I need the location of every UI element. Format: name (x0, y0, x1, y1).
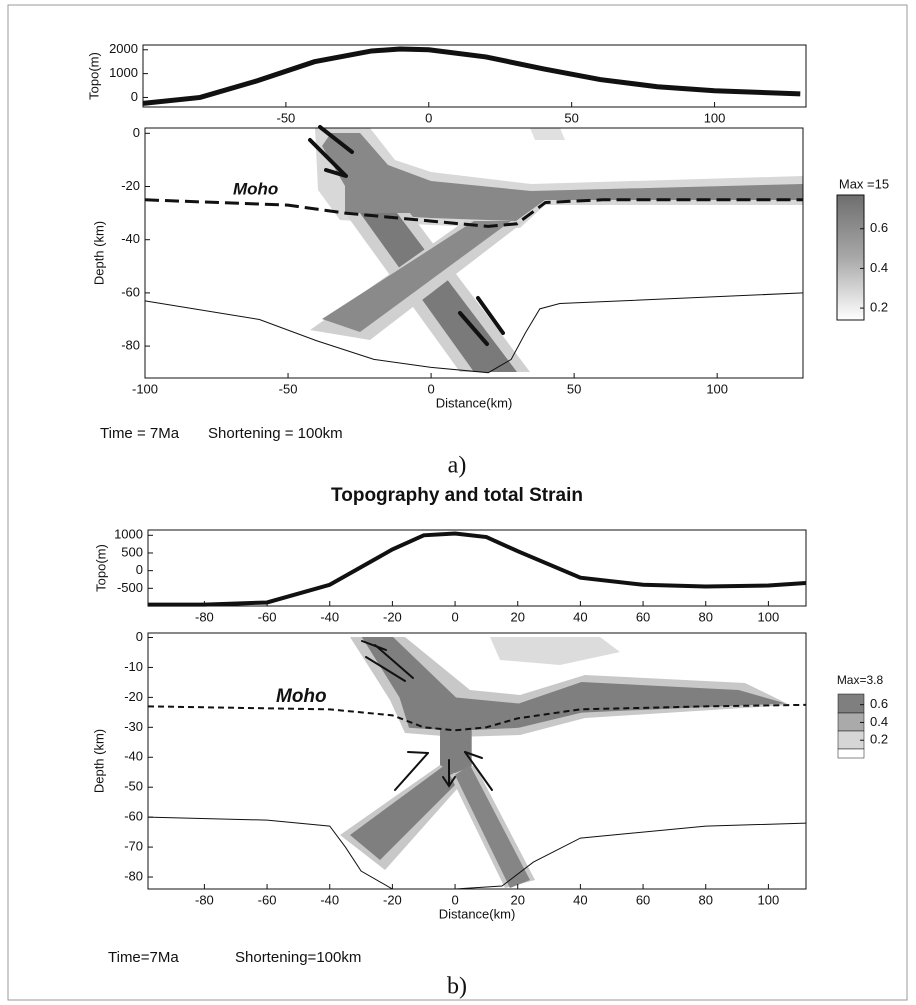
x-tick-label: 40 (573, 609, 587, 624)
plot-frame (142, 44, 807, 108)
panel-label: b) (447, 974, 467, 1000)
colorbar-tick-label: 0.2 (870, 300, 888, 315)
y-tick-label: -50 (124, 779, 143, 794)
y-tick-label: -40 (121, 231, 140, 246)
x-tick-label: 100 (704, 110, 726, 125)
x-tick-label: -80 (195, 609, 214, 624)
panel-label: a) (448, 453, 467, 479)
colorbar-tick-label: 0.4 (870, 714, 888, 729)
y-tick-label: 2000 (109, 41, 138, 56)
x-tick-label: 60 (636, 609, 650, 624)
y-tick-label: 1000 (109, 65, 138, 80)
y-tick-label: 0 (131, 89, 138, 104)
moho-label: Moho (233, 179, 278, 198)
x-tick-label: 100 (758, 609, 780, 624)
y-tick-label: 0 (136, 629, 143, 644)
y-tick-label: -10 (124, 659, 143, 674)
time-label: Time=7Ma (108, 949, 179, 966)
moho-label: Moho (276, 686, 327, 707)
y-tick-label: -80 (124, 868, 143, 883)
figure-border (7, 4, 908, 1001)
y-tick-label: -500 (117, 580, 143, 595)
plot-frame (144, 127, 804, 379)
x-tick-label: -50 (279, 381, 298, 396)
colorbar-title: Max =15 (839, 176, 889, 191)
y-tick-label: 0 (136, 562, 143, 577)
colorbar (836, 194, 865, 321)
x-tick-label: 0 (427, 381, 434, 396)
y-axis-label: Topo(m) (86, 52, 101, 100)
x-tick-label: 80 (698, 892, 712, 907)
colorbar-title: Max=3.8 (837, 673, 884, 687)
y-axis-label: Topo(m) (93, 544, 108, 592)
y-tick-label: 1000 (114, 527, 143, 542)
y-tick-label: -30 (124, 719, 143, 734)
topography-line (142, 46, 801, 106)
y-tick-label: -60 (124, 809, 143, 824)
strain-field-b (340, 637, 790, 888)
moho-line (144, 198, 803, 228)
y-tick-label: -40 (124, 749, 143, 764)
y-tick-label: 0 (133, 125, 140, 140)
topography-line (148, 531, 807, 607)
plot-frame (147, 632, 807, 890)
x-tick-label: 0 (451, 892, 458, 907)
colorbar-tick-label: 0.2 (870, 732, 888, 747)
x-tick-label: 0 (425, 110, 432, 125)
x-tick-label: 100 (758, 892, 780, 907)
x-tick-label: -60 (258, 609, 277, 624)
y-tick-label: -60 (121, 284, 140, 299)
x-tick-label: -80 (195, 892, 214, 907)
x-tick-label: -40 (320, 892, 339, 907)
lithosphere-base (144, 292, 804, 374)
x-tick-label: -100 (132, 381, 158, 396)
kinematic-arrows-b (361, 640, 493, 791)
x-tick-label: 20 (510, 892, 524, 907)
plot-frame (147, 529, 807, 607)
x-tick-label: 20 (510, 609, 524, 624)
y-tick-label: -20 (124, 689, 143, 704)
x-tick-label: -60 (258, 892, 277, 907)
x-tick-label: 50 (564, 110, 578, 125)
strain-field-a (310, 128, 803, 372)
x-tick-label: -20 (383, 892, 402, 907)
x-tick-label: -50 (276, 110, 295, 125)
x-tick-label: 50 (567, 381, 581, 396)
x-tick-label: -40 (320, 609, 339, 624)
x-tick-label: 0 (451, 609, 458, 624)
x-tick-label: 80 (698, 609, 712, 624)
moho-line (147, 703, 807, 732)
y-tick-label: -80 (121, 338, 140, 353)
shortening-label: Shortening = 100km (208, 425, 343, 442)
x-axis-label: Distance(km) (439, 906, 516, 921)
x-tick-label: 60 (636, 892, 650, 907)
figure-title: Topography and total Strain (331, 485, 583, 506)
y-axis-label: Depth (km) (91, 221, 106, 285)
colorbar (837, 693, 865, 759)
x-tick-label: 40 (573, 892, 587, 907)
colorbar-tick-label: 0.6 (870, 220, 888, 235)
shortening-label: Shortening=100km (235, 949, 361, 966)
y-tick-label: 500 (121, 544, 143, 559)
y-tick-label: -70 (124, 839, 143, 854)
colorbar-tick-label: 0.6 (870, 696, 888, 711)
x-axis-label: Distance(km) (436, 395, 513, 410)
x-tick-label: -20 (383, 609, 402, 624)
kinematic-arrows-a (308, 125, 505, 346)
y-axis-label: Depth (km) (91, 729, 106, 793)
time-label: Time = 7Ma (100, 425, 180, 442)
y-tick-label: -20 (121, 178, 140, 193)
colorbar-tick-label: 0.4 (870, 260, 888, 275)
x-tick-label: 100 (706, 381, 728, 396)
